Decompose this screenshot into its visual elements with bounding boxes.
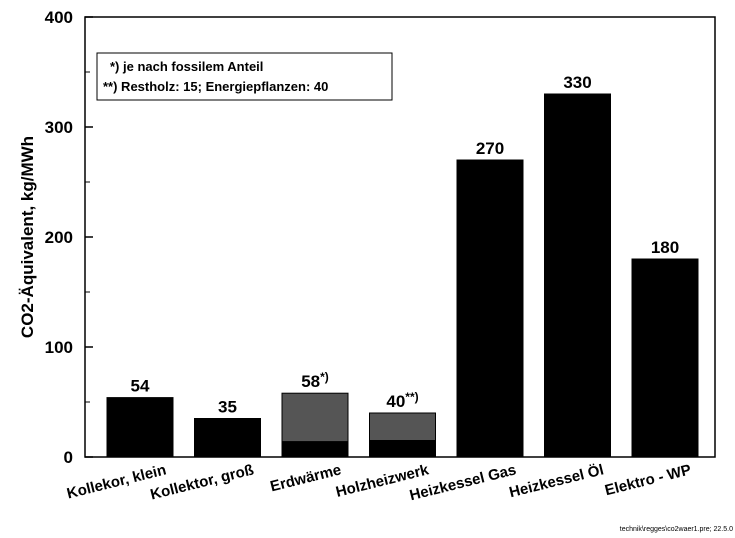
footer-file-path: technik\regges\co2waer1.pre; 22.5.0 bbox=[620, 526, 733, 533]
category-label: Heizkessel Öl bbox=[507, 461, 605, 501]
data-labels: 54 35 58*) 40**) 270 330 180 bbox=[131, 73, 680, 417]
bar-value: 54 bbox=[131, 377, 150, 396]
bar-stack-segment bbox=[281, 392, 349, 443]
bar-base-segment bbox=[456, 159, 524, 458]
bar-base-segment bbox=[369, 440, 436, 458]
y-axis-title: CO2-Äquivalent, kg/MWh bbox=[18, 136, 37, 338]
bar-value: 40 bbox=[386, 392, 405, 411]
bar-value-label: 58*) bbox=[301, 370, 329, 391]
legend-box: *) je nach fossilem Anteil **) Restholz:… bbox=[96, 52, 393, 101]
bar-stack-segment bbox=[369, 412, 436, 441]
bar-value: 330 bbox=[563, 73, 591, 92]
bar-base-segment bbox=[194, 418, 261, 458]
bar-value-label: 330 bbox=[563, 73, 591, 92]
bar-value: 58 bbox=[301, 372, 320, 391]
bar-value-label: 35 bbox=[218, 398, 237, 417]
y-tick-label: 400 bbox=[45, 8, 73, 27]
bar-value-label: 40**) bbox=[386, 390, 418, 411]
legend-note-2: **) Restholz: 15; Energiepflanzen: 40 bbox=[103, 79, 328, 94]
category-label: Elektro - WP bbox=[603, 461, 693, 499]
bars bbox=[106, 93, 699, 458]
bar-value: 270 bbox=[476, 139, 504, 158]
bar-value-footnote-mark: **) bbox=[405, 390, 418, 404]
y-tick-label: 100 bbox=[45, 338, 73, 357]
bar-value: 35 bbox=[218, 398, 237, 417]
bar-value-label: 270 bbox=[476, 139, 504, 158]
category-label: Erdwärme bbox=[268, 461, 343, 495]
legend-note-1: *) je nach fossilem Anteil bbox=[110, 59, 263, 74]
bar-base-segment bbox=[544, 93, 611, 458]
bar-value: 180 bbox=[651, 238, 679, 257]
bar-value-label: 180 bbox=[651, 238, 679, 257]
legend-frame bbox=[96, 52, 393, 101]
y-tick-label: 0 bbox=[64, 448, 73, 467]
bar-base-segment bbox=[106, 397, 174, 458]
bar-value-footnote-mark: *) bbox=[320, 370, 329, 384]
bar-value-label: 54 bbox=[131, 377, 150, 396]
y-tick-label: 300 bbox=[45, 118, 73, 137]
bar-base-segment bbox=[631, 258, 699, 458]
bar-base-segment bbox=[281, 441, 349, 458]
y-tick-label: 200 bbox=[45, 228, 73, 247]
y-axis: 0 100 200 300 400 bbox=[45, 8, 93, 467]
